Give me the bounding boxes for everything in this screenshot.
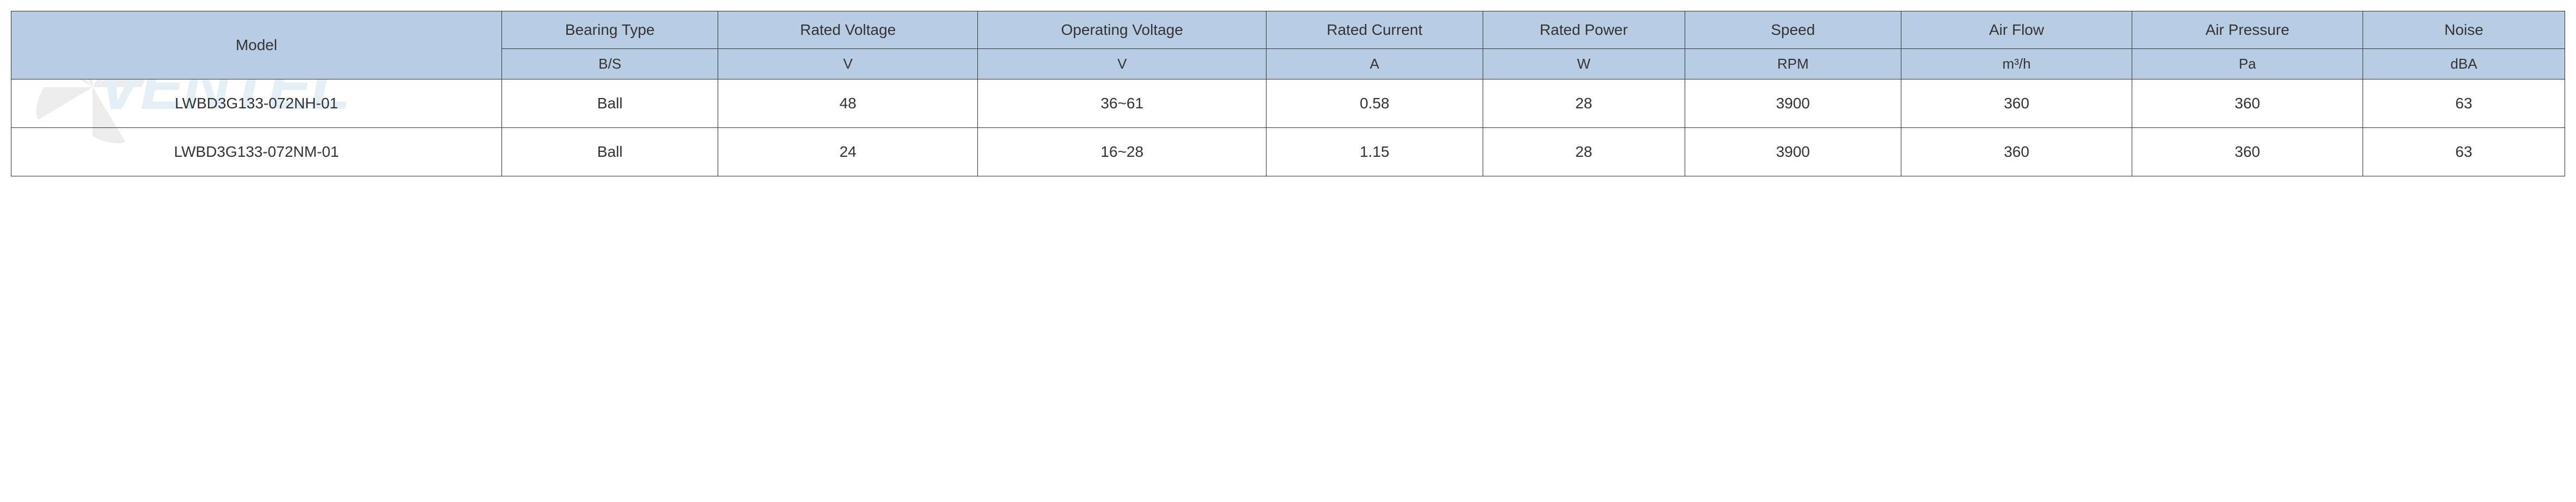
header-rated-power: Rated Power — [1483, 11, 1685, 49]
header-air-flow: Air Flow — [1901, 11, 2132, 49]
unit-speed: RPM — [1685, 49, 1901, 79]
header-rated-current: Rated Current — [1266, 11, 1483, 49]
cell-model: LWBD3G133-072NM-01 — [11, 128, 502, 176]
cell-rated-current: 0.58 — [1266, 79, 1483, 128]
table-row: LWBD3G133-072NH-01 Ball 48 36~61 0.58 28… — [11, 79, 2565, 128]
cell-rated-power: 28 — [1483, 128, 1685, 176]
header-bearing: Bearing Type — [501, 11, 718, 49]
unit-bearing: B/S — [501, 49, 718, 79]
unit-operating-voltage: V — [978, 49, 1266, 79]
header-noise: Noise — [2363, 11, 2565, 49]
header-speed: Speed — [1685, 11, 1901, 49]
cell-air-pressure: 360 — [2132, 128, 2363, 176]
table-row: LWBD3G133-072NM-01 Ball 24 16~28 1.15 28… — [11, 128, 2565, 176]
cell-air-flow: 360 — [1901, 79, 2132, 128]
cell-noise: 63 — [2363, 79, 2565, 128]
cell-air-pressure: 360 — [2132, 79, 2363, 128]
cell-rated-voltage: 24 — [718, 128, 978, 176]
unit-rated-current: A — [1266, 49, 1483, 79]
cell-air-flow: 360 — [1901, 128, 2132, 176]
cell-bearing: Ball — [501, 128, 718, 176]
cell-model: LWBD3G133-072NH-01 — [11, 79, 502, 128]
cell-operating-voltage: 16~28 — [978, 128, 1266, 176]
cell-rated-power: 28 — [1483, 79, 1685, 128]
header-row: Model Bearing Type Rated Voltage Operati… — [11, 11, 2565, 49]
spec-table: Model Bearing Type Rated Voltage Operati… — [11, 11, 2565, 176]
header-rated-voltage: Rated Voltage — [718, 11, 978, 49]
cell-speed: 3900 — [1685, 128, 1901, 176]
unit-noise: dBA — [2363, 49, 2565, 79]
header-model: Model — [11, 11, 502, 79]
unit-rated-voltage: V — [718, 49, 978, 79]
unit-air-pressure: Pa — [2132, 49, 2363, 79]
cell-rated-voltage: 48 — [718, 79, 978, 128]
cell-operating-voltage: 36~61 — [978, 79, 1266, 128]
cell-rated-current: 1.15 — [1266, 128, 1483, 176]
header-air-pressure: Air Pressure — [2132, 11, 2363, 49]
cell-noise: 63 — [2363, 128, 2565, 176]
cell-speed: 3900 — [1685, 79, 1901, 128]
unit-air-flow: m³/h — [1901, 49, 2132, 79]
table-body: LWBD3G133-072NH-01 Ball 48 36~61 0.58 28… — [11, 79, 2565, 176]
unit-rated-power: W — [1483, 49, 1685, 79]
spec-table-container: Model Bearing Type Rated Voltage Operati… — [11, 11, 2565, 176]
cell-bearing: Ball — [501, 79, 718, 128]
header-operating-voltage: Operating Voltage — [978, 11, 1266, 49]
